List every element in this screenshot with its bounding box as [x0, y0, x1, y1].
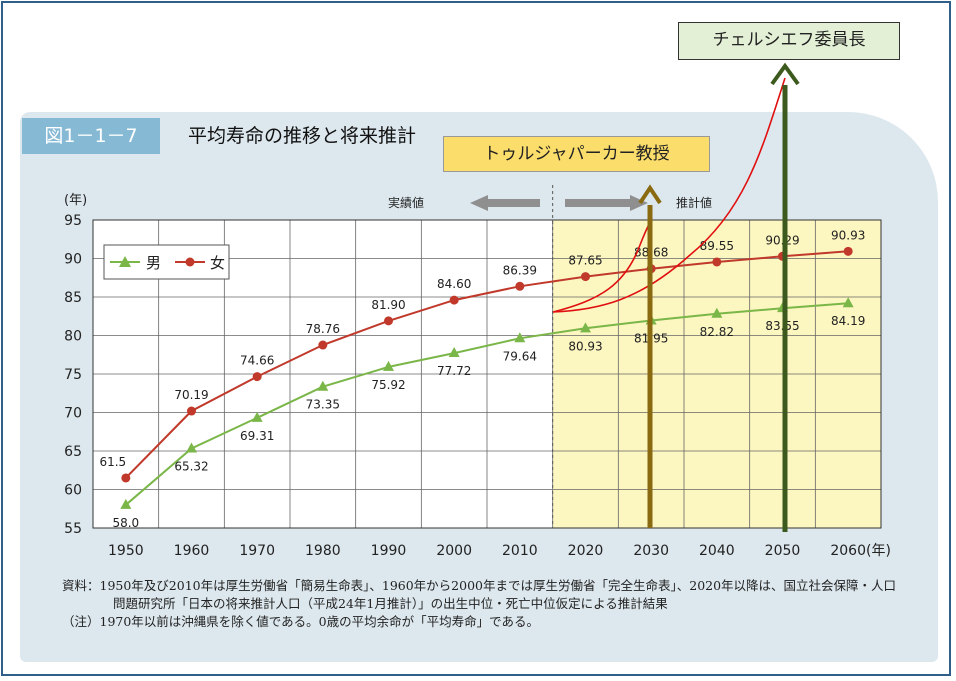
male-point [317, 380, 329, 391]
male-point [711, 307, 723, 318]
x-tick-label: 1980 [305, 543, 341, 559]
data-label: 79.64 [503, 349, 537, 363]
data-label: 73.35 [306, 398, 340, 412]
circle-marker-icon [185, 257, 195, 267]
data-label: 87.65 [568, 254, 602, 268]
female-point [384, 316, 393, 326]
red-curve-chair [552, 77, 786, 313]
x-tick-label: 2020 [568, 543, 604, 559]
x-tick-labels: 1950 1960 1970 1980 1990 2000 2010 2020 2030 2040… [108, 543, 866, 559]
professor-callout: トゥルジャパーカー教授 [443, 136, 710, 172]
x-tick-label: 2040 [699, 543, 735, 559]
data-label: 77.72 [437, 364, 471, 378]
y-tick-label: 85 [64, 290, 82, 306]
x-tick-label: 2050 [765, 543, 801, 559]
triangle-marker-icon [119, 256, 131, 267]
male-point [251, 411, 263, 422]
data-label: 86.39 [503, 263, 537, 277]
data-label: 84.60 [437, 277, 471, 291]
data-label: 84.19 [831, 314, 865, 328]
footnote: （注）1970年以前は沖縄県を除く値である。0歳の平均余命が「平均寿命」である。 [62, 614, 540, 629]
male-point [580, 322, 591, 333]
y-tick-label: 95 [64, 213, 82, 229]
data-label: 89.55 [700, 239, 734, 253]
male-point [448, 347, 460, 358]
y-tick-labels: 55 60 65 70 75 80 85 90 95 [64, 213, 82, 537]
legend-female-label: 女 [210, 254, 225, 272]
actual-values-label: 実績値 [388, 195, 424, 210]
data-label: 78.76 [306, 322, 340, 336]
x-tick-label: 2000 [436, 543, 472, 559]
y-tick-label: 60 [64, 483, 82, 499]
source-note-line2: 問題研究所「日本の将来推計人口（平成24年1月推計）」の出生中位・死亡中位仮定に… [113, 596, 668, 611]
x-axis-unit: (年) [866, 543, 891, 559]
x-tick-label: 1950 [108, 543, 144, 559]
data-label: 69.31 [240, 429, 274, 443]
data-label: 70.19 [174, 388, 208, 402]
female-point [515, 281, 525, 291]
data-label: 61.5 [99, 455, 126, 469]
male-point [186, 442, 197, 453]
data-label: 75.92 [371, 378, 405, 392]
y-tick-label: 75 [64, 367, 82, 383]
chair-callout: チェルシエフ委員長 [678, 22, 900, 60]
figure-number: 図1－1－7 [22, 118, 160, 154]
figure-title: 平均寿命の推移と将来推計 [188, 125, 417, 147]
female-point [318, 340, 328, 350]
female-point [252, 372, 262, 382]
male-point [842, 297, 854, 308]
female-point [121, 473, 131, 483]
y-tick-label: 80 [64, 329, 82, 345]
arrow-up-icon [770, 62, 800, 86]
y-tick-label: 70 [64, 406, 82, 422]
data-label: 65.32 [174, 460, 208, 474]
plot-border [92, 219, 882, 529]
male-point [514, 332, 526, 343]
series-line-female [125, 250, 849, 479]
x-tick-label: 2060 [830, 543, 866, 559]
female-point [187, 406, 196, 416]
data-label: 58.0 [112, 516, 139, 530]
data-label: 74.66 [240, 354, 274, 368]
arrow-right-icon [565, 195, 648, 211]
x-tick-label: 1970 [239, 543, 275, 559]
arrow-left-icon [470, 195, 540, 211]
x-tick-label: 1990 [371, 543, 407, 559]
x-tick-label: 1960 [174, 543, 210, 559]
y-tick-label: 55 [64, 521, 82, 537]
female-point [449, 295, 459, 305]
legend-male-label: 男 [146, 254, 161, 272]
data-label: 80.93 [568, 339, 602, 353]
y-tick-label: 65 [64, 444, 82, 460]
y-axis-unit: (年) [64, 193, 87, 208]
projection-values-label: 推計値 [676, 195, 712, 210]
x-tick-label: 2010 [502, 543, 538, 559]
x-tick-label: 2030 [633, 543, 669, 559]
male-point [383, 360, 394, 371]
y-tick-label: 90 [64, 252, 82, 268]
male-point [120, 498, 132, 509]
data-label: 90.93 [831, 228, 865, 242]
data-label: 82.82 [700, 325, 734, 339]
series-line-male [125, 302, 849, 506]
arrow-up-icon [638, 184, 662, 205]
legend: 男 女 [103, 244, 230, 280]
data-label: 81.90 [371, 298, 405, 312]
source-note-line1: 資料：1950年及び2010年は厚生労働省「簡易生命表」、1960年から2000… [62, 578, 897, 593]
female-point [843, 246, 853, 256]
female-point [581, 272, 590, 282]
female-point [712, 257, 722, 267]
